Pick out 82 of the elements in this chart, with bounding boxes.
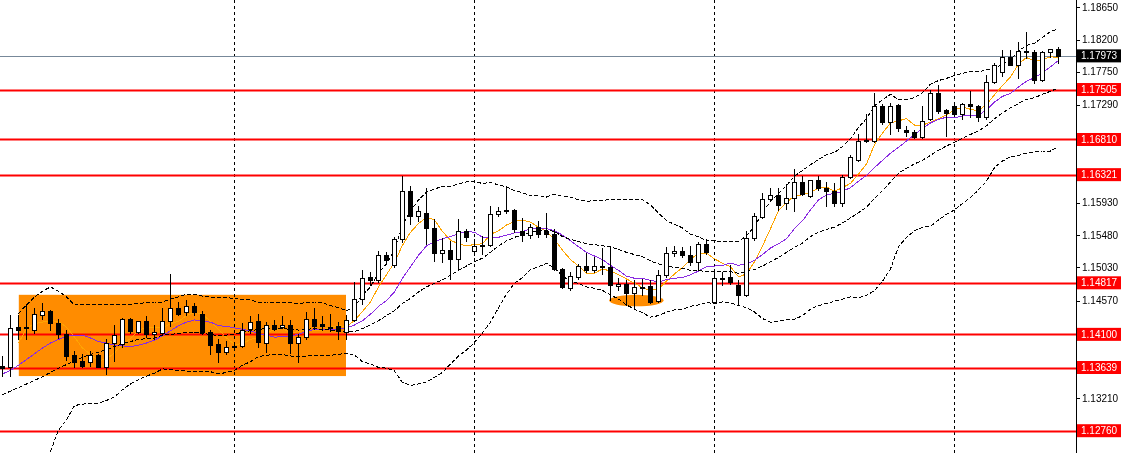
candlestick <box>544 212 549 239</box>
y-tick-label: 1.15480 <box>1082 229 1119 241</box>
candlestick <box>504 186 509 215</box>
candlestick <box>648 279 653 305</box>
candlestick <box>944 108 949 138</box>
candlestick <box>800 175 805 197</box>
candlestick <box>632 279 637 310</box>
y-tick-label: 1.14570 <box>1082 295 1119 307</box>
ref-line-label: 1.16810 <box>1081 134 1118 145</box>
candlestick <box>64 329 69 362</box>
candlestick <box>784 183 789 211</box>
ref-line-label: 1.14100 <box>1081 328 1118 340</box>
candlestick <box>112 324 117 363</box>
candlestick <box>736 279 741 307</box>
candlestick <box>584 252 589 274</box>
candlestick <box>688 245 693 267</box>
candlestick <box>728 264 733 286</box>
candlestick <box>864 113 869 144</box>
ref-line-label: 1.16321 <box>1081 169 1118 181</box>
y-tick-label: 1.17750 <box>1082 66 1119 78</box>
candlestick <box>480 235 485 256</box>
ref-line-label: 1.12760 <box>1081 425 1118 437</box>
candlestick <box>288 319 293 355</box>
candlestick <box>624 279 629 307</box>
candlestick <box>880 103 885 126</box>
candlestick <box>144 315 149 339</box>
candlestick <box>240 322 245 349</box>
candlestick <box>968 90 973 119</box>
y-tick-label: 1.15030 <box>1082 261 1119 273</box>
candlestick <box>568 271 573 292</box>
candlestick <box>792 168 797 213</box>
candlestick <box>344 314 349 341</box>
candlestick <box>824 181 829 208</box>
candlestick <box>104 338 109 376</box>
candlestick <box>448 240 453 281</box>
candlestick <box>0 355 5 378</box>
ref-line-label: 1.17973 <box>1081 50 1118 62</box>
candlestick <box>1000 49 1005 78</box>
candlestick <box>520 217 525 243</box>
candlestick <box>832 182 837 208</box>
candlestick <box>856 133 861 163</box>
candlestick <box>160 307 165 336</box>
candlestick <box>712 268 717 305</box>
candlestick <box>1024 31 1029 60</box>
candlestick <box>1016 41 1021 80</box>
candlestick <box>896 103 901 133</box>
candlestick <box>600 247 605 276</box>
y-tick-label: 1.15930 <box>1082 197 1119 209</box>
ref-line-label: 1.17505 <box>1081 84 1118 96</box>
candlestick <box>608 246 613 302</box>
candlestick <box>312 307 317 331</box>
candlestick <box>440 237 445 264</box>
candlestick <box>56 318 61 340</box>
candlestick <box>216 338 221 364</box>
ref-line-label: 1.14817 <box>1081 277 1118 289</box>
y-tick-label: 1.18200 <box>1082 34 1119 46</box>
candlestick <box>760 192 765 220</box>
candlestick <box>992 62 997 85</box>
candlestick <box>696 241 701 272</box>
candlestick <box>936 84 941 115</box>
y-tick-label: 1.13210 <box>1082 392 1119 404</box>
candlestick <box>304 311 309 341</box>
candlestick <box>848 154 853 180</box>
candlestick <box>296 333 301 364</box>
candlestick <box>920 105 925 140</box>
candlestick <box>264 321 269 354</box>
candlestick <box>256 313 261 349</box>
candlestick <box>424 187 429 246</box>
candlestick <box>752 212 757 242</box>
candlestick <box>32 307 37 335</box>
candlestick <box>560 267 565 290</box>
y-tick-label: 1.18650 <box>1082 1 1119 13</box>
y-tick-label: 1.17290 <box>1082 99 1119 111</box>
ref-line-label: 1.13639 <box>1081 362 1118 374</box>
candlestick <box>48 309 53 332</box>
candlestick <box>200 310 205 336</box>
candlestick <box>664 246 669 279</box>
candlestick <box>776 187 781 212</box>
candlestick <box>208 329 213 356</box>
candlestick <box>512 208 517 234</box>
candlestick <box>888 102 893 136</box>
candlestick <box>360 269 365 306</box>
